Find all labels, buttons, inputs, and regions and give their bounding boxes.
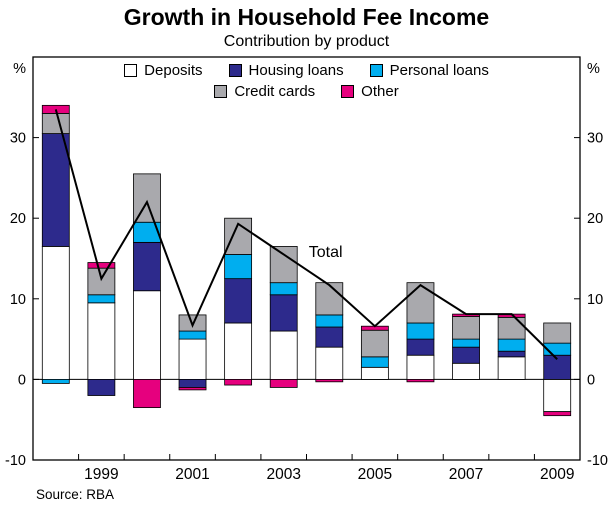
bar-segment-deposits	[87, 302, 116, 380]
bar-segment-personal-loans	[452, 338, 480, 348]
y-tick-label-left: 30	[10, 131, 26, 147]
bar-segment-housing-loans	[133, 241, 161, 292]
bar-segment-credit-cards	[452, 316, 480, 340]
x-tick-label: 2001	[175, 466, 209, 483]
bar-segment-credit-cards	[360, 329, 389, 358]
bar-segment-deposits	[452, 362, 480, 380]
bar-segment-housing-loans	[406, 338, 435, 356]
bar-segment-credit-cards	[87, 267, 116, 296]
bar-segment-housing-loans	[178, 378, 207, 388]
bar-segment-deposits	[497, 356, 526, 380]
bar-segment-other	[178, 387, 207, 391]
y-tick-label-left: -10	[5, 453, 26, 469]
bar-segment-housing-loans	[87, 378, 116, 396]
bar-segment-housing-loans	[452, 346, 480, 364]
bar-segment-personal-loans	[497, 338, 526, 352]
bar-segment-housing-loans	[315, 326, 344, 348]
bar-segment-credit-cards	[315, 282, 344, 316]
bar-segment-other	[543, 411, 572, 417]
bar-segment-other	[224, 378, 253, 386]
bar-segment-personal-loans	[178, 330, 207, 340]
bar-segment-housing-loans	[269, 294, 298, 332]
bar-segment-deposits	[406, 354, 435, 380]
y-tick-label-right: 10	[587, 292, 603, 308]
bar-segment-credit-cards	[269, 246, 298, 284]
x-tick-label: 2005	[358, 466, 392, 483]
bar-segment-deposits	[178, 338, 207, 380]
bar-segment-personal-loans	[269, 282, 298, 296]
total-line	[54, 109, 558, 360]
bar-segment-deposits	[133, 290, 161, 380]
bar-segment-deposits	[269, 330, 298, 380]
plot-border	[32, 56, 581, 461]
bar-segment-deposits	[543, 378, 572, 413]
bar-segment-other	[315, 378, 344, 383]
bar-segment-deposits	[360, 366, 389, 380]
x-tick-label: 1999	[84, 466, 118, 483]
y-tick-label-right: 0	[587, 372, 595, 388]
bar-segment-personal-loans	[224, 254, 253, 280]
bar-segment-housing-loans	[41, 133, 70, 247]
y-tick-label-left: 0	[18, 372, 26, 388]
x-tick-label: 2007	[449, 466, 483, 483]
bar-segment-other	[406, 378, 435, 383]
y-tick-label-left: 10	[10, 292, 26, 308]
bar-segment-housing-loans	[497, 350, 526, 358]
bar-segment-other	[269, 378, 298, 388]
x-tick-label: 2009	[540, 466, 574, 483]
y-unit-right: %	[587, 61, 600, 77]
bar-segment-deposits	[315, 346, 344, 380]
y-tick-label-right: 30	[587, 131, 603, 147]
bar-segment-credit-cards	[497, 316, 526, 340]
bar-segment-other	[87, 262, 116, 269]
chart-subtitle: Contribution by product	[223, 33, 390, 50]
bar-segment-personal-loans	[315, 314, 344, 328]
bar-segment-personal-loans	[87, 294, 116, 304]
y-tick-label-right: -10	[587, 453, 608, 469]
x-tick-label: 2003	[266, 466, 300, 483]
bar-segment-credit-cards	[406, 282, 435, 324]
bar-segment-credit-cards	[41, 113, 70, 134]
chart-title: Growth in Household Fee Income	[123, 4, 490, 30]
y-tick-label-left: 20	[10, 211, 26, 227]
total-line-label: Total	[309, 244, 343, 261]
bar-segment-personal-loans	[406, 322, 435, 340]
bar-segment-credit-cards	[133, 173, 161, 223]
y-tick-label-right: 20	[587, 211, 603, 227]
bar-segment-deposits	[224, 322, 253, 380]
bar-segment-personal-loans	[41, 378, 70, 384]
bar-segment-other	[133, 378, 161, 409]
y-unit-left: %	[13, 61, 26, 77]
bar-segment-deposits	[41, 246, 70, 380]
bar-segment-housing-loans	[224, 278, 253, 324]
bar-segment-personal-loans	[360, 356, 389, 368]
source-note: Source: RBA	[36, 487, 115, 502]
bar-segment-credit-cards	[543, 322, 572, 344]
